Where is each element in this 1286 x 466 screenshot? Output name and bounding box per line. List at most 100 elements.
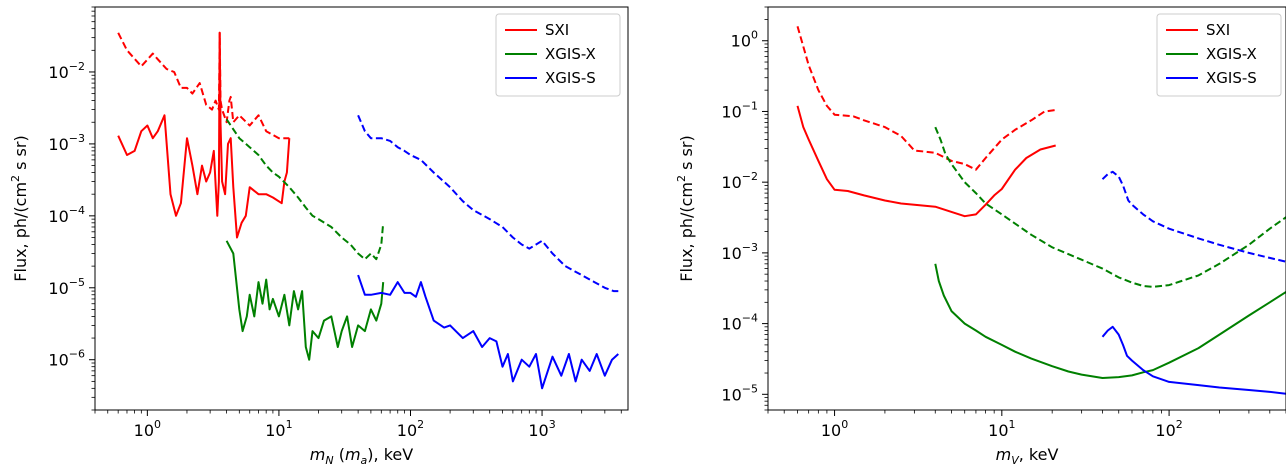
x-tick-exponent: 0 [154,418,161,431]
axes-frame [94,6,629,411]
y-tick-exponent: −4 [742,312,758,325]
x-tick-label: 102 [397,418,424,440]
x-axis-label: mN (ma), keV [310,445,413,466]
series-line-sxi-solid [117,31,291,239]
y-tick-base: 10 [48,63,68,82]
y-tick-base: 10 [731,32,751,51]
series-line-sxi-dashed [796,26,1056,171]
x-tick-base: 10 [397,421,417,440]
y-tick-exponent: −1 [742,99,758,112]
series-line-sxi-dashed [117,31,290,140]
x-label-sub2: a [361,454,368,466]
series-line-xgis-s-solid [1101,325,1286,395]
y-tick-label: 10−3 [721,241,758,263]
x-tick-exponent: 3 [549,418,556,431]
y-tick-base: 10 [721,385,741,404]
axes-frame [767,6,1286,411]
x-label-var: m [310,445,326,464]
x-tick-exponent: 2 [417,418,424,431]
legend-label: XGIS-S [545,69,596,87]
y-tick-exponent: −6 [69,348,85,361]
series-line-xgis-x-solid [225,240,385,361]
y-tick-exponent: −4 [69,204,85,217]
x-tick-base: 10 [1155,421,1175,440]
y-tick-base: 10 [48,207,68,226]
y-tick-exponent: −2 [69,60,85,73]
y-tick-exponent: 0 [751,29,758,42]
x-label-var2: m [345,445,361,464]
y-tick-exponent: −5 [69,276,85,289]
legend-label: XGIS-S [1206,69,1257,87]
y-tick-label: 10−5 [48,276,85,298]
y-tick-label: 10−1 [721,99,758,121]
x-tick-label: 101 [988,418,1015,440]
x-tick-exponent: 2 [1176,418,1183,431]
x-tick-label: 101 [265,418,292,440]
y-tick-base: 10 [721,244,741,263]
x-tick-exponent: 1 [1009,418,1016,431]
y-tick-exponent: −3 [69,132,85,145]
y-tick-label: 10−4 [48,204,85,226]
y-tick-base: 10 [48,135,68,154]
y-tick-base: 10 [721,173,741,192]
x-tick-base: 10 [528,421,548,440]
y-tick-label: 10−3 [48,132,85,154]
y-tick-base: 10 [721,315,741,334]
y-tick-exponent: −3 [742,241,758,254]
y-label-sup: 2 [675,175,688,182]
x-label-sub: V [1011,454,1020,466]
y-tick-label: 10−6 [48,348,85,370]
x-tick-base: 10 [265,421,285,440]
x-label-mid: ( [334,445,345,464]
legend-label: SXI [545,21,569,39]
x-label-tail: , keV [1019,445,1059,464]
y-tick-base: 10 [721,102,741,121]
x-tick-label: 100 [134,418,161,440]
legend-label: XGIS-X [545,45,596,63]
x-tick-exponent: 0 [841,418,848,431]
x-tick-base: 10 [988,421,1008,440]
y-label-a: Flux, ph/(cm [677,182,696,282]
x-tick-label: 103 [528,418,555,440]
y-axis-label: Flux, ph/(cm2 s sr) [675,135,696,281]
y-label-b: s sr) [677,135,696,175]
series-line-sxi-solid [796,105,1056,218]
series-line-xgis-s-solid [357,274,619,390]
y-tick-base: 10 [48,279,68,298]
y-tick-exponent: −5 [742,382,758,395]
x-tick-base: 10 [821,421,841,440]
legend-box [1156,13,1282,97]
legend-label: SXI [1206,21,1230,39]
series-group [117,31,619,390]
series-line-xgis-s-dashed [357,114,619,293]
x-tick-label: 102 [1155,418,1182,440]
y-tick-label: 10−4 [721,312,758,334]
y-label-a: Flux, ph/(cm [11,182,30,282]
legend: SXI XGIS-X XGIS-S [1156,13,1282,97]
y-label-b: s sr) [11,135,30,175]
x-label-var: m [996,445,1012,464]
legend: SXI XGIS-X XGIS-S [495,13,621,97]
y-tick-exponent: −2 [742,170,758,183]
y-tick-base: 10 [48,351,68,370]
legend-label: XGIS-X [1206,45,1257,63]
y-axis-label: Flux, ph/(cm2 s sr) [9,135,30,281]
legend-box [495,13,621,97]
x-tick-base: 10 [134,421,154,440]
y-tick-label: 10−2 [721,170,758,192]
x-axis-label: mV, keV [996,445,1059,466]
x-tick-exponent: 1 [286,418,293,431]
series-line-xgis-s-dashed [1101,170,1286,263]
series-line-xgis-x-solid [934,263,1286,379]
y-label-sup: 2 [9,175,22,182]
y-tick-label: 100 [731,29,758,51]
series-group [796,26,1286,395]
y-tick-label: 10−5 [721,382,758,404]
x-label-sub: N [325,454,333,466]
series-line-xgis-x-dashed [225,118,385,261]
x-label-tail: ), keV [367,445,413,464]
series-line-xgis-x-dashed [934,126,1286,288]
